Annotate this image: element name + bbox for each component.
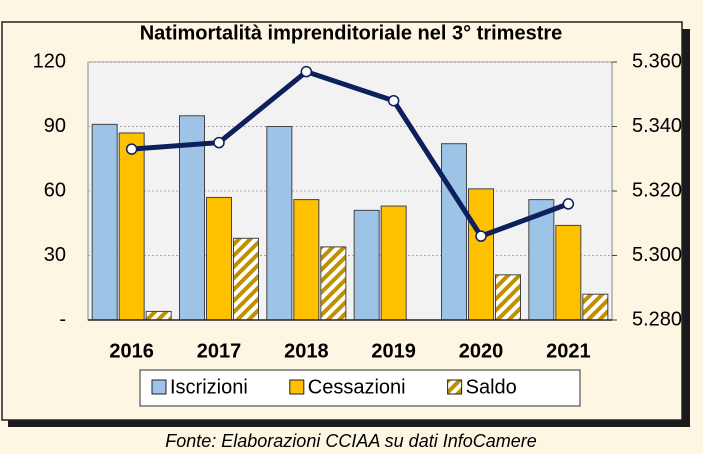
y2-tick-label: 5.280 bbox=[632, 308, 682, 330]
x-tick-label: 2016 bbox=[109, 340, 154, 362]
bar bbox=[206, 196, 232, 321]
y-tick-label: 60 bbox=[44, 179, 66, 201]
x-tick-label: 2017 bbox=[197, 340, 242, 362]
legend-box bbox=[139, 369, 581, 407]
source-note: Fonte: Elaborazioni CCIAA su dati InfoCa… bbox=[165, 431, 537, 451]
chart-title: Natimortalità imprenditoriale nel 3° tri… bbox=[140, 22, 563, 44]
bar bbox=[179, 115, 205, 321]
legend-label: Iscrizioni bbox=[170, 376, 248, 398]
bar bbox=[320, 246, 347, 321]
line-point bbox=[387, 94, 400, 107]
bar bbox=[145, 310, 172, 321]
y-tick-label: 30 bbox=[44, 244, 66, 266]
bar bbox=[441, 143, 467, 321]
bar bbox=[380, 205, 407, 321]
bar bbox=[555, 224, 582, 321]
x-tick-label: 2020 bbox=[459, 340, 504, 362]
y2-tick-label: 5.340 bbox=[632, 115, 682, 137]
y2-tick-label: 5.360 bbox=[632, 50, 682, 72]
legend-swatch bbox=[447, 379, 463, 395]
x-tick-label: 2021 bbox=[546, 340, 591, 362]
bar bbox=[118, 132, 145, 321]
y-tick-label: 90 bbox=[44, 115, 66, 137]
x-tick-label: 2018 bbox=[284, 340, 329, 362]
line-point bbox=[475, 230, 487, 242]
y-tick-label: 120 bbox=[33, 50, 66, 72]
line-point bbox=[213, 136, 225, 149]
y2-tick-label: 5.320 bbox=[632, 179, 682, 201]
bar bbox=[495, 274, 521, 321]
bar bbox=[266, 126, 293, 321]
bar bbox=[353, 209, 380, 321]
legend-swatch bbox=[151, 379, 167, 395]
line bbox=[131, 68, 570, 240]
y-tick-label: - bbox=[59, 308, 66, 330]
line-point bbox=[125, 143, 138, 155]
x-tick-label: 2019 bbox=[371, 340, 416, 362]
bar bbox=[233, 237, 259, 321]
bar bbox=[582, 293, 609, 321]
line-point bbox=[562, 198, 575, 210]
bar bbox=[468, 188, 494, 321]
legend-label: Cessazioni bbox=[308, 376, 406, 398]
legend-swatch bbox=[289, 379, 305, 395]
y2-tick-label: 5.300 bbox=[632, 244, 682, 266]
bar bbox=[91, 123, 118, 321]
bar bbox=[528, 199, 555, 321]
legend-label: Saldo bbox=[466, 376, 517, 398]
line-point bbox=[300, 65, 313, 78]
bar bbox=[293, 199, 320, 321]
